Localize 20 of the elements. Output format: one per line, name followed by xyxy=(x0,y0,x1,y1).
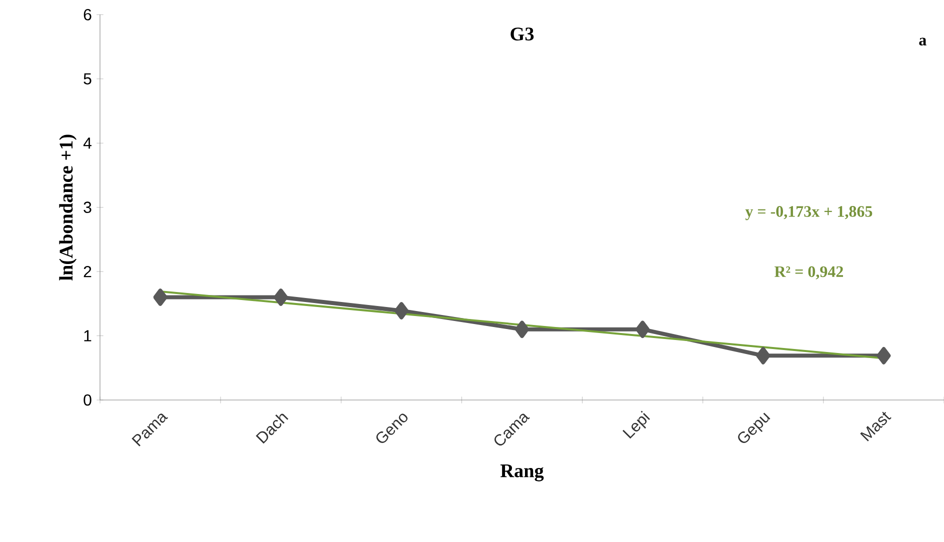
point xyxy=(274,288,288,306)
point xyxy=(756,347,770,364)
point xyxy=(394,302,408,320)
annotation: R² = 0,942 xyxy=(774,266,844,280)
y-tick-label: 2 xyxy=(84,266,92,278)
point xyxy=(515,320,530,338)
annotation: y = -0,173x + 1,865 xyxy=(745,206,872,220)
y-tick-label: 4 xyxy=(83,138,92,149)
y-tick-label: 1 xyxy=(84,330,92,342)
y-tick-label: 5 xyxy=(84,73,92,84)
x-axis-title: Rang xyxy=(500,464,544,482)
point xyxy=(153,288,168,306)
y-tick-label: 3 xyxy=(84,202,92,213)
point xyxy=(636,320,650,338)
point xyxy=(876,347,891,364)
y-tick-label: 0 xyxy=(84,394,92,406)
y-tick-label: 6 xyxy=(84,9,92,20)
y-axis-title: ln(Abondance +1) xyxy=(59,134,77,280)
annotation: a xyxy=(919,38,926,46)
text: G3 xyxy=(510,28,534,40)
